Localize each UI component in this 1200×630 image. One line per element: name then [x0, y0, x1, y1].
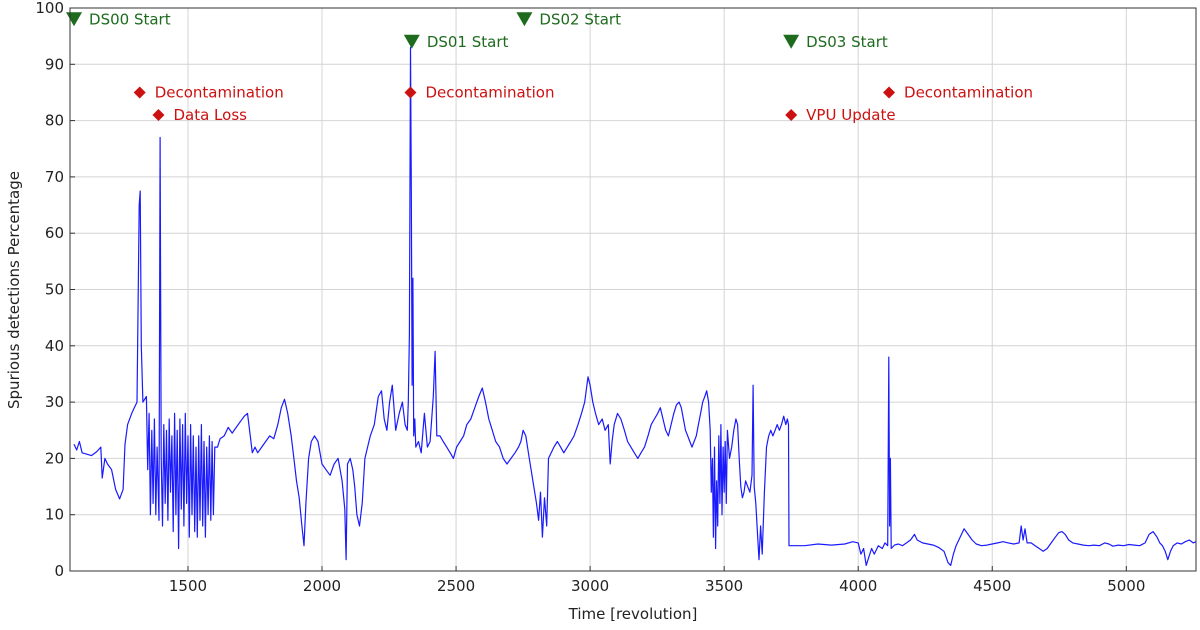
x-tick-label: 4500	[973, 577, 1011, 595]
x-tick-label: 2000	[303, 577, 341, 595]
y-tick-label: 70	[45, 168, 64, 186]
event-marker	[133, 86, 146, 99]
y-tick-label: 40	[45, 337, 64, 355]
y-tick-label: 100	[35, 0, 64, 17]
dataset-start-marker	[516, 12, 533, 27]
x-tick-label: 2500	[437, 577, 475, 595]
y-tick-label: 90	[45, 55, 64, 73]
y-tick-label: 50	[45, 281, 64, 299]
event-marker	[404, 86, 417, 99]
event-label: VPU Update	[806, 106, 895, 124]
y-axis-title: Spurious detections Percentage	[5, 171, 23, 409]
dataset-start-label: DS03 Start	[806, 33, 888, 51]
event-marker	[152, 108, 165, 121]
y-tick-label: 20	[45, 449, 64, 467]
x-tick-label: 5000	[1107, 577, 1145, 595]
x-tick-label: 3500	[705, 577, 743, 595]
series-layer	[73, 46, 1197, 566]
tick-layer: 1500 2000 2500 3000 3500 4000 4500 5000 0 10 20 30 4…	[35, 0, 1145, 595]
event-label: Data Loss	[173, 106, 247, 124]
y-tick-label: 10	[45, 506, 64, 524]
event-label: Decontamination	[904, 83, 1033, 101]
dataset-start-marker	[783, 34, 800, 49]
event-label: Decontamination	[425, 83, 554, 101]
x-tick-label: 3000	[571, 577, 609, 595]
event-label: Decontamination	[155, 83, 284, 101]
y-tick-label: 0	[54, 562, 64, 580]
y-tick-label: 80	[45, 112, 64, 130]
x-axis-title: Time [revolution]	[568, 605, 698, 623]
annotation-layer: DS00 Start DS01 Start DS02 Start DS03 Start…	[66, 10, 1033, 124]
dataset-start-marker	[66, 12, 83, 27]
dataset-start-label: DS00 Start	[89, 10, 171, 28]
event-marker	[785, 108, 798, 121]
y-tick-label: 30	[45, 393, 64, 411]
x-tick-label: 4000	[839, 577, 877, 595]
dataset-start-label: DS01 Start	[427, 33, 509, 51]
grid	[70, 8, 1196, 571]
series-line	[73, 46, 1197, 566]
event-marker	[883, 86, 896, 99]
dataset-start-marker	[403, 34, 420, 49]
y-tick-label: 60	[45, 224, 64, 242]
dataset-start-label: DS02 Start	[539, 10, 621, 28]
x-tick-label: 1500	[169, 577, 207, 595]
